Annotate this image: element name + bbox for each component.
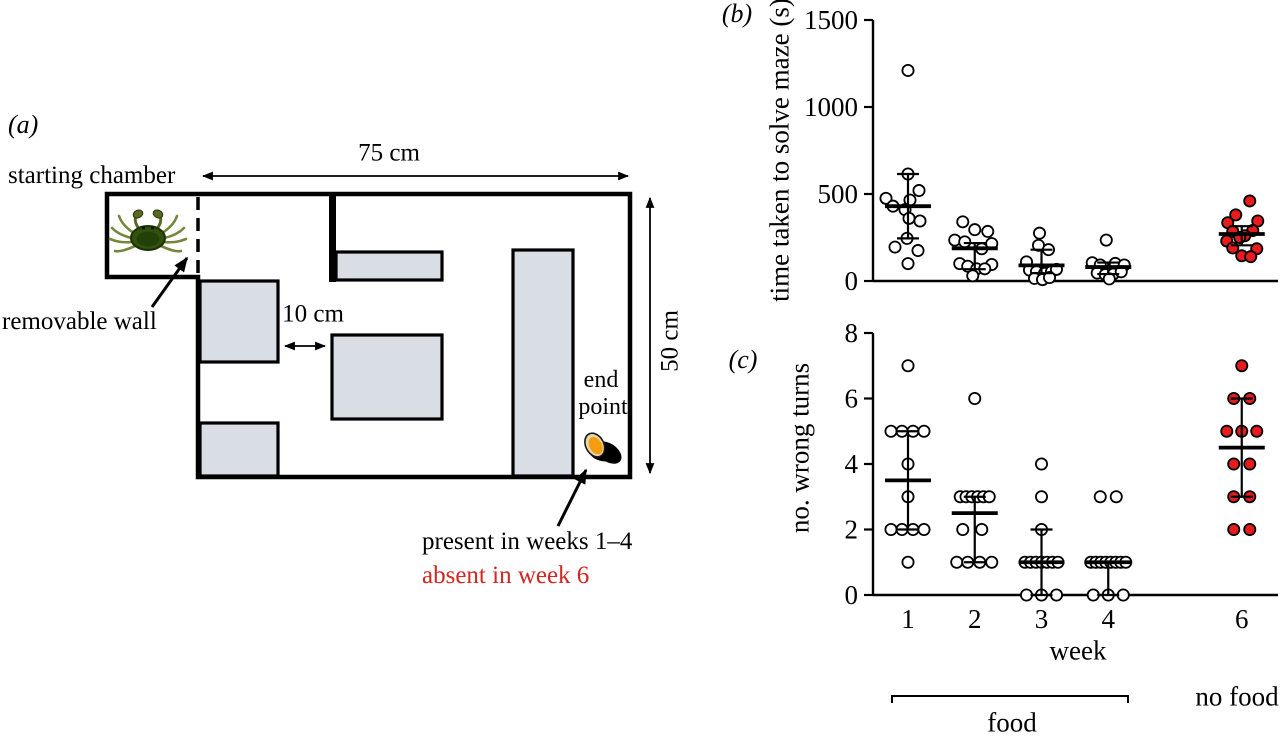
obstacle-top-middle xyxy=(334,250,444,282)
no-food-label: no food xyxy=(1195,681,1279,712)
y-tick-label: 2 xyxy=(845,515,859,545)
data-point-food xyxy=(1050,588,1064,602)
y-axis-title-turns: no. wrong turns xyxy=(784,362,815,534)
absent-week6-label: absent in week 6 xyxy=(422,562,590,589)
data-point-food xyxy=(1033,226,1047,240)
data-point-no-food xyxy=(1227,457,1241,471)
x-axis-title-week: week xyxy=(1049,635,1107,666)
data-point-food xyxy=(950,555,964,569)
obstacle-left-lower xyxy=(198,421,280,478)
data-point-food xyxy=(1035,457,1049,471)
chart-wrong-turns: 0 2 4 6 8 1 2 3 4 6 xyxy=(845,318,1278,634)
interior-wall-top xyxy=(329,196,336,282)
x-tick-label: 4 xyxy=(1102,604,1116,634)
y-tick-label: 0 xyxy=(845,580,859,610)
data-point-food xyxy=(968,391,982,405)
data-point-food xyxy=(1035,490,1049,504)
obstacle-right-tall xyxy=(511,248,575,478)
end-point-label-line2: point xyxy=(578,394,628,420)
data-point-food xyxy=(901,555,915,569)
data-point-food xyxy=(966,269,980,283)
crab-icon xyxy=(108,209,188,253)
data-point-no-food xyxy=(1243,523,1257,537)
food-bracket xyxy=(891,695,1129,703)
end-point-label-line1: end xyxy=(583,367,619,393)
obstacle-left-upper xyxy=(198,279,280,364)
data-point-no-food xyxy=(1244,250,1258,264)
data-point-food xyxy=(913,214,927,228)
x-tick-label: 1 xyxy=(901,604,915,634)
x-tick-label: 6 xyxy=(1235,604,1249,634)
data-point-no-food xyxy=(1243,194,1257,208)
data-point-no-food xyxy=(1250,424,1264,438)
data-point-food xyxy=(917,424,931,438)
food-label: food xyxy=(987,707,1037,738)
maze-outer-wall xyxy=(104,191,633,480)
data-point-food xyxy=(1020,588,1034,602)
y-axis-title-time: time taken to solve maze (s) xyxy=(764,0,795,302)
chart-time-to-solve: 0 500 1000 1500 xyxy=(804,5,1278,296)
data-point-food xyxy=(912,184,926,198)
data-point-food xyxy=(1043,271,1057,285)
gap-10cm-label: 10 cm xyxy=(282,300,344,328)
panel-a-label: (a) xyxy=(8,110,39,139)
data-point-food xyxy=(968,223,982,237)
data-point-food xyxy=(888,240,902,254)
data-point-food xyxy=(956,215,970,229)
data-point-no-food xyxy=(1220,424,1234,438)
data-point-food xyxy=(884,523,898,537)
y-tick-label: 4 xyxy=(845,449,859,479)
x-tick-label: 2 xyxy=(968,604,982,634)
data-point-food xyxy=(981,224,995,238)
data-point-food xyxy=(975,523,989,537)
data-point-food xyxy=(1086,588,1100,602)
end-point-arrow xyxy=(556,468,588,527)
y-tick-label: 8 xyxy=(845,318,859,348)
y-tick-label: 6 xyxy=(845,384,859,414)
width-75cm-label: 75 cm xyxy=(358,139,420,167)
removable-wall-label: removable wall xyxy=(2,308,157,335)
data-point-food xyxy=(884,424,898,438)
height-50cm-label: 50 cm xyxy=(656,310,684,372)
data-point-food xyxy=(901,63,915,77)
data-point-no-food xyxy=(1229,208,1243,222)
removable-wall-arrow xyxy=(150,256,189,308)
mussel-icon xyxy=(584,432,622,464)
panel-b-label: (b) xyxy=(721,0,753,28)
data-point-no-food xyxy=(1227,523,1241,537)
data-point-no-food xyxy=(1235,359,1249,373)
data-point-food xyxy=(1099,233,1113,247)
panel-c-label: (c) xyxy=(728,345,758,374)
data-point-food xyxy=(901,359,915,373)
data-point-food xyxy=(911,244,925,258)
data-point-no-food xyxy=(1243,457,1257,471)
starting-chamber-label: starting chamber xyxy=(8,162,176,189)
data-point-food xyxy=(917,523,931,537)
x-tick-label: 3 xyxy=(1035,604,1049,634)
maze-diagram xyxy=(104,171,655,527)
data-point-food xyxy=(901,257,915,271)
data-point-food xyxy=(879,191,893,205)
y-tick-label: 0 xyxy=(845,266,859,296)
data-point-food xyxy=(985,555,999,569)
data-point-food xyxy=(958,235,972,249)
data-point-food xyxy=(1109,490,1123,504)
data-point-food xyxy=(956,523,970,537)
data-point-food xyxy=(1093,490,1107,504)
data-point-food xyxy=(1116,588,1130,602)
y-tick-label: 1000 xyxy=(804,92,858,122)
y-tick-label: 500 xyxy=(818,179,859,209)
present-weeks-label: present in weeks 1–4 xyxy=(422,528,633,555)
obstacle-center xyxy=(330,333,444,421)
y-tick-label: 1500 xyxy=(804,5,858,35)
